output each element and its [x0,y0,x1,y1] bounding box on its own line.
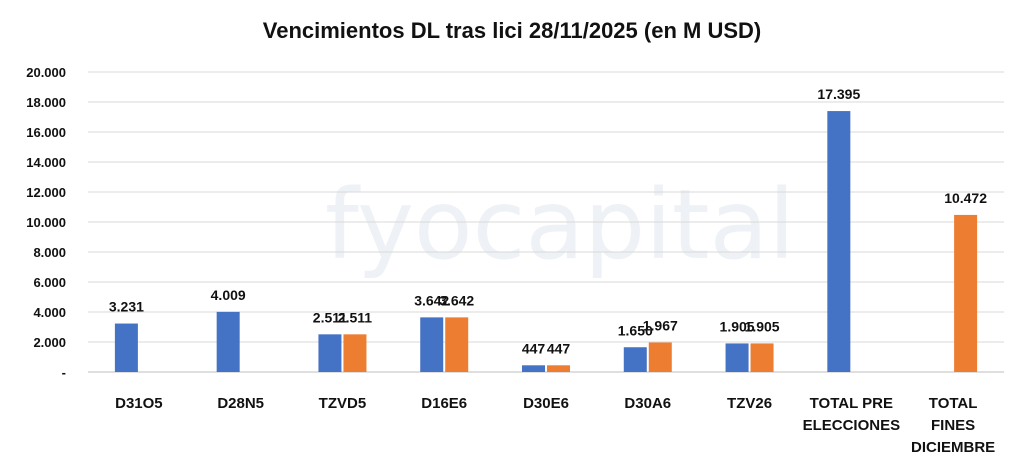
bar [318,334,342,372]
data-label: 1.905 [745,318,780,334]
bar [216,311,240,372]
y-tick-label: 14.000 [26,155,66,170]
data-label: 4.009 [211,287,246,303]
data-label: 1.905 [720,318,755,334]
bar [343,334,367,372]
y-tick-label: 20.000 [26,65,66,80]
bars [114,111,978,372]
category-label: D31O5 [115,395,163,412]
category-label: TZVD5 [319,395,367,412]
category-label-line: TOTAL [929,395,978,412]
y-tick-label: 16.000 [26,125,66,140]
data-label: 3.642 [414,292,449,308]
bar [827,111,851,372]
bar [623,347,647,372]
y-tick-label: 2.000 [33,335,66,350]
data-label: 447 [522,340,546,356]
category-label: D28N5 [217,395,264,412]
category-label: D30A6 [624,395,671,412]
category-label-line: ELECCIONES [803,417,901,434]
category-label-line: D30E6 [523,395,569,412]
category-label: TZV26 [727,395,772,412]
category-label-line: D30A6 [624,395,671,412]
category-label: D16E6 [421,395,467,412]
category-label-line: D31O5 [115,395,163,412]
category-label-line: FINES [931,417,975,434]
data-label: 3.642 [439,292,474,308]
category-label-line: TZVD5 [319,395,367,412]
category-label-line: D16E6 [421,395,467,412]
y-tick-label: 6.000 [33,275,66,290]
bar [522,365,545,372]
y-tick-label: 10.000 [26,215,66,230]
chart-title: Vencimientos DL tras lici 28/11/2025 (en… [262,18,762,43]
bar [547,365,570,372]
category-label: D30E6 [523,395,569,412]
data-label: 2.511 [313,309,347,325]
bar [648,342,672,372]
data-label: 447 [547,340,571,356]
y-tick-label: 4.000 [33,305,66,320]
data-label: 1.967 [643,317,678,333]
bar [445,317,469,372]
data-label: 2.511 [338,309,372,325]
data-label: 10.472 [944,190,987,206]
gridlines [88,71,1004,343]
data-label: 17.395 [817,86,860,102]
category-label-line: TOTAL PRE [810,395,893,412]
category-label: TOTAL PRE ELECCIONES [803,395,901,434]
category-label: TOTAL FINES DICIEMBRE [911,395,995,456]
category-labels: D31O5 D28N5 TZVD5 D16E6 D30E6 D30A6 TZV26 TOTAL… [115,395,995,456]
watermark-text: fyocapital [325,169,795,281]
y-tick-label: 12.000 [26,185,66,200]
bar [114,323,138,372]
category-label-line: DICIEMBRE [911,439,995,456]
y-tick-label: - [62,365,66,380]
bar [420,317,444,372]
y-axis-ticks: - 2.000 4.000 6.000 8.000 10.000 12.000 14.000 1… [26,65,66,380]
category-label-line: TZV26 [727,395,772,412]
y-tick-label: 8.000 [33,245,66,260]
data-label: 3.231 [109,299,144,315]
y-tick-label: 18.000 [26,95,66,110]
bar [954,214,978,372]
bar [725,343,749,372]
category-label-line: D28N5 [217,395,264,412]
bar [750,343,774,372]
data-label: 1.650 [618,322,653,338]
